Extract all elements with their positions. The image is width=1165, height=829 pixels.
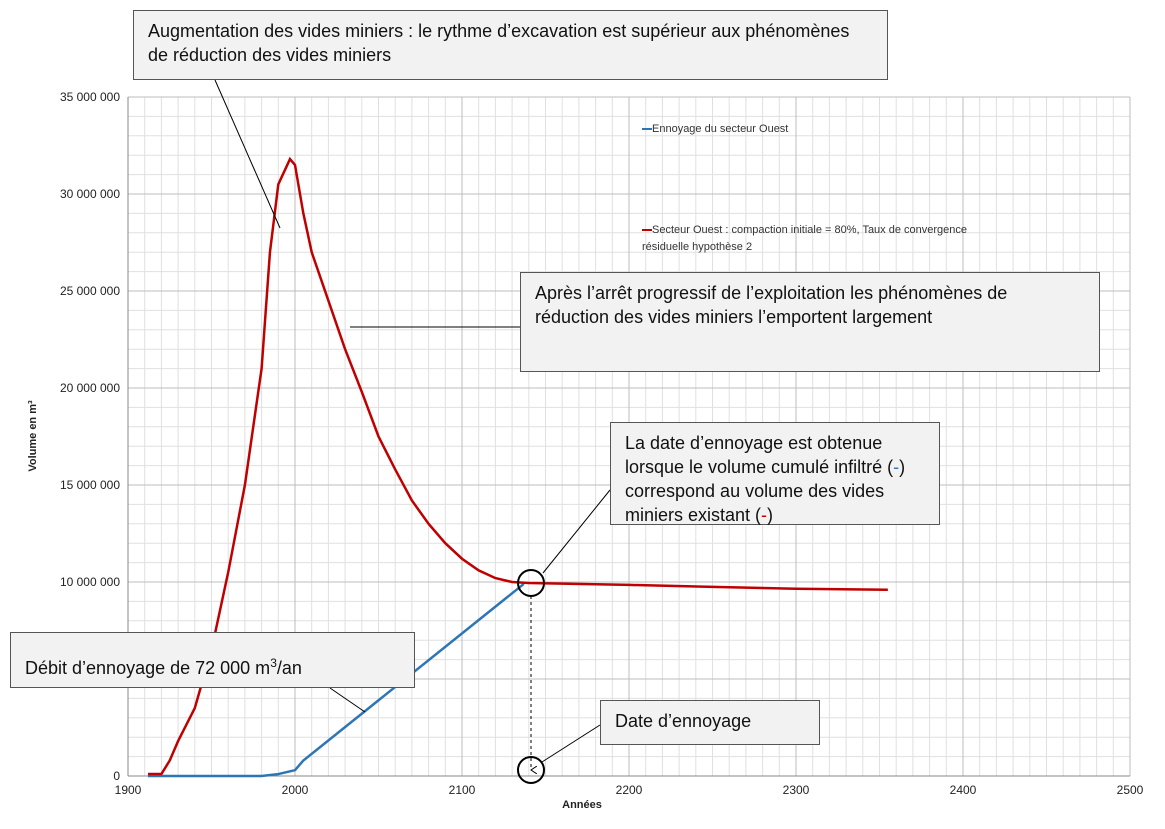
leader-line <box>329 687 366 713</box>
annotation-text: - <box>893 457 900 477</box>
annotation-text: 3 <box>270 656 277 670</box>
leader-line <box>214 79 281 229</box>
y-tick-label: 0 <box>113 769 120 783</box>
x-tick-label: 2500 <box>1117 783 1144 797</box>
y-tick-label: 25 000 000 <box>60 284 120 298</box>
annotation: Augmentation des vides miniers : le ryth… <box>133 10 888 80</box>
annotation-text: ) <box>767 505 774 525</box>
annotation-text: ) correspond au volume des vides miniers… <box>625 457 906 525</box>
annotation-text: Après l’arrêt progressif de l’exploitati… <box>535 283 1008 327</box>
annotation-text: Date d’ennoyage <box>615 711 752 731</box>
series-line <box>148 582 525 778</box>
y-tick-label: 30 000 000 <box>60 187 120 201</box>
highlight-circle <box>517 756 545 784</box>
annotation: La date d’ennoyage est obtenue lorsque l… <box>610 422 940 525</box>
legend-label: Ennoyage du secteur Ouest <box>652 123 789 135</box>
annotation: Débit d’ennoyage de 72 000 m3/an <box>10 632 415 688</box>
y-tick-label: 15 000 000 <box>60 478 120 492</box>
annotation-text: Augmentation des vides miniers : le ryth… <box>148 21 850 65</box>
annotation-text: - <box>761 505 768 525</box>
x-tick-label: 1900 <box>115 783 142 797</box>
leader-line <box>541 724 601 763</box>
y-axis-label: Volume en m³ <box>27 400 39 472</box>
annotation-text: /an <box>276 658 302 678</box>
y-tick-label: 10 000 000 <box>60 575 120 589</box>
legend-item: Ennoyage du secteur Ouest <box>642 121 992 138</box>
y-tick-label: 20 000 000 <box>60 381 120 395</box>
annotation: Date d’ennoyage <box>600 700 820 745</box>
y-tick-label: 35 000 000 <box>60 90 120 104</box>
x-tick-label: 2300 <box>783 783 810 797</box>
leader-line <box>542 489 611 574</box>
x-tick-label: 2400 <box>950 783 977 797</box>
legend-label: Secteur Ouest : compaction initiale = 80… <box>642 224 968 253</box>
annotation-text: La date d’ennoyage est obtenue lorsque l… <box>625 433 894 477</box>
legend-item: Secteur Ouest : compaction initiale = 80… <box>642 222 992 256</box>
x-tick-label: 2000 <box>282 783 309 797</box>
x-tick-label: 2100 <box>449 783 476 797</box>
annotation-text: Débit d’ennoyage de 72 000 m <box>25 658 271 678</box>
x-tick-label: 2200 <box>616 783 643 797</box>
annotation: Après l’arrêt progressif de l’exploitati… <box>520 272 1100 372</box>
x-axis-label: Années <box>562 799 602 811</box>
